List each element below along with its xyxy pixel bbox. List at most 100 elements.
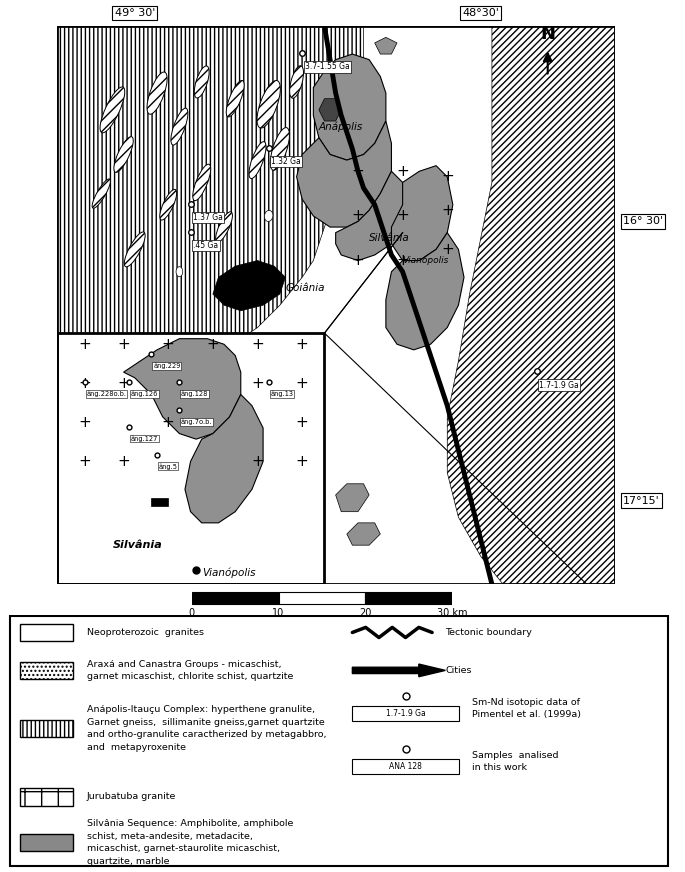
Ellipse shape [257, 80, 280, 128]
Text: +: + [396, 208, 409, 223]
Ellipse shape [125, 232, 145, 267]
Bar [20, 719, 73, 738]
Text: Silvânia Sequence: Amphibolite, amphibole
schist, meta-andesite, metadacite,
mic: Silvânia Sequence: Amphibolite, amphibol… [86, 819, 293, 866]
Bar [352, 705, 459, 721]
Bar [20, 788, 73, 806]
Ellipse shape [171, 108, 188, 145]
Ellipse shape [249, 141, 266, 179]
Text: +: + [396, 253, 409, 268]
Bar [20, 662, 73, 679]
Text: âng.127: âng.127 [131, 435, 158, 442]
Text: ANA 128: ANA 128 [389, 762, 422, 771]
Text: Jurubatuba granite: Jurubatuba granite [86, 793, 176, 801]
Polygon shape [336, 484, 369, 512]
Text: +: + [351, 253, 364, 268]
Text: +: + [162, 337, 175, 351]
Text: +: + [441, 169, 453, 184]
Text: 1.37 Ga: 1.37 Ga [193, 213, 223, 222]
Polygon shape [57, 333, 325, 584]
Text: Goiânia: Goiânia [286, 283, 325, 294]
Text: +: + [396, 164, 409, 179]
Text: +: + [441, 242, 453, 257]
Polygon shape [57, 26, 364, 562]
Text: Vianópolis: Vianópolis [201, 568, 256, 578]
Text: 20: 20 [359, 608, 371, 617]
Text: Cities: Cities [445, 666, 472, 675]
Text: +: + [117, 376, 130, 391]
Polygon shape [375, 37, 397, 54]
Ellipse shape [100, 87, 125, 133]
Text: +: + [441, 203, 453, 218]
Text: +: + [78, 415, 91, 430]
Text: Vianópolis: Vianópolis [403, 255, 449, 265]
Bar [192, 592, 279, 604]
Polygon shape [336, 171, 408, 261]
Ellipse shape [114, 137, 134, 173]
FancyArrow shape [352, 664, 445, 677]
Text: âng.5: âng.5 [159, 463, 177, 470]
Text: âng.7o.b.: âng.7o.b. [181, 419, 212, 425]
Polygon shape [386, 233, 464, 350]
Text: .45 Ga: .45 Ga [193, 241, 219, 250]
Ellipse shape [147, 72, 167, 114]
Bar [365, 592, 452, 604]
Ellipse shape [226, 80, 244, 117]
Ellipse shape [176, 267, 183, 276]
Text: âng.13: âng.13 [271, 391, 293, 397]
Text: +: + [251, 454, 264, 469]
Polygon shape [213, 261, 286, 310]
Text: +: + [296, 376, 308, 391]
Text: +: + [162, 415, 175, 430]
Text: +: + [296, 454, 308, 469]
Ellipse shape [271, 127, 290, 170]
Ellipse shape [290, 65, 303, 99]
Bar [151, 498, 169, 506]
Text: Samples  analised
in this work: Samples analised in this work [472, 751, 558, 772]
Text: +: + [206, 337, 219, 351]
Polygon shape [123, 338, 240, 439]
Text: +: + [251, 337, 264, 351]
Text: 3.7-1.55 Ga: 3.7-1.55 Ga [305, 63, 350, 72]
Text: +: + [351, 164, 364, 179]
Text: Silvânia: Silvânia [112, 540, 162, 550]
Bar [20, 623, 73, 641]
Text: 10: 10 [273, 608, 285, 617]
Text: 49° 30': 49° 30' [114, 8, 155, 17]
Ellipse shape [216, 212, 232, 242]
Ellipse shape [264, 210, 273, 221]
Polygon shape [347, 523, 380, 545]
Text: âng.229: âng.229 [153, 363, 181, 369]
Bar [57, 333, 325, 584]
Text: N: N [540, 25, 556, 43]
Ellipse shape [195, 66, 209, 98]
Polygon shape [185, 394, 263, 523]
Bar [279, 592, 365, 604]
Polygon shape [319, 99, 341, 121]
Ellipse shape [160, 189, 177, 220]
Polygon shape [447, 26, 614, 584]
Text: Anápolis-Itauçu Complex: hyperthene granulite,
Garnet gneiss,  sillimanite gneis: Anápolis-Itauçu Complex: hyperthene gran… [86, 705, 326, 752]
Text: Tectonic boundary: Tectonic boundary [445, 628, 532, 637]
Text: Sm-Nd isotopic data of
Pimentel et al. (1999a): Sm-Nd isotopic data of Pimentel et al. (… [472, 698, 581, 719]
Text: âng.126: âng.126 [131, 391, 158, 397]
Text: 0: 0 [189, 608, 195, 617]
Text: Silvânia: Silvânia [369, 233, 410, 243]
Text: 1.32 Ga: 1.32 Ga [271, 157, 301, 167]
Text: 48°30': 48°30' [462, 8, 499, 17]
Text: +: + [296, 337, 308, 351]
Text: +: + [351, 208, 364, 223]
Text: âng.128: âng.128 [181, 391, 208, 397]
Text: 1.7-1.9 Ga: 1.7-1.9 Ga [386, 709, 425, 718]
Text: 16° 30': 16° 30' [623, 216, 663, 227]
Text: +: + [251, 376, 264, 391]
Text: +: + [296, 415, 308, 430]
Text: +: + [117, 337, 130, 351]
Ellipse shape [92, 179, 110, 208]
Text: +: + [78, 376, 91, 391]
Text: 30 km: 30 km [437, 608, 467, 617]
Text: +: + [78, 454, 91, 469]
Text: 1.7-1.9 Ga: 1.7-1.9 Ga [539, 380, 579, 390]
Text: +: + [117, 454, 130, 469]
Polygon shape [313, 54, 386, 160]
Bar [352, 759, 459, 774]
